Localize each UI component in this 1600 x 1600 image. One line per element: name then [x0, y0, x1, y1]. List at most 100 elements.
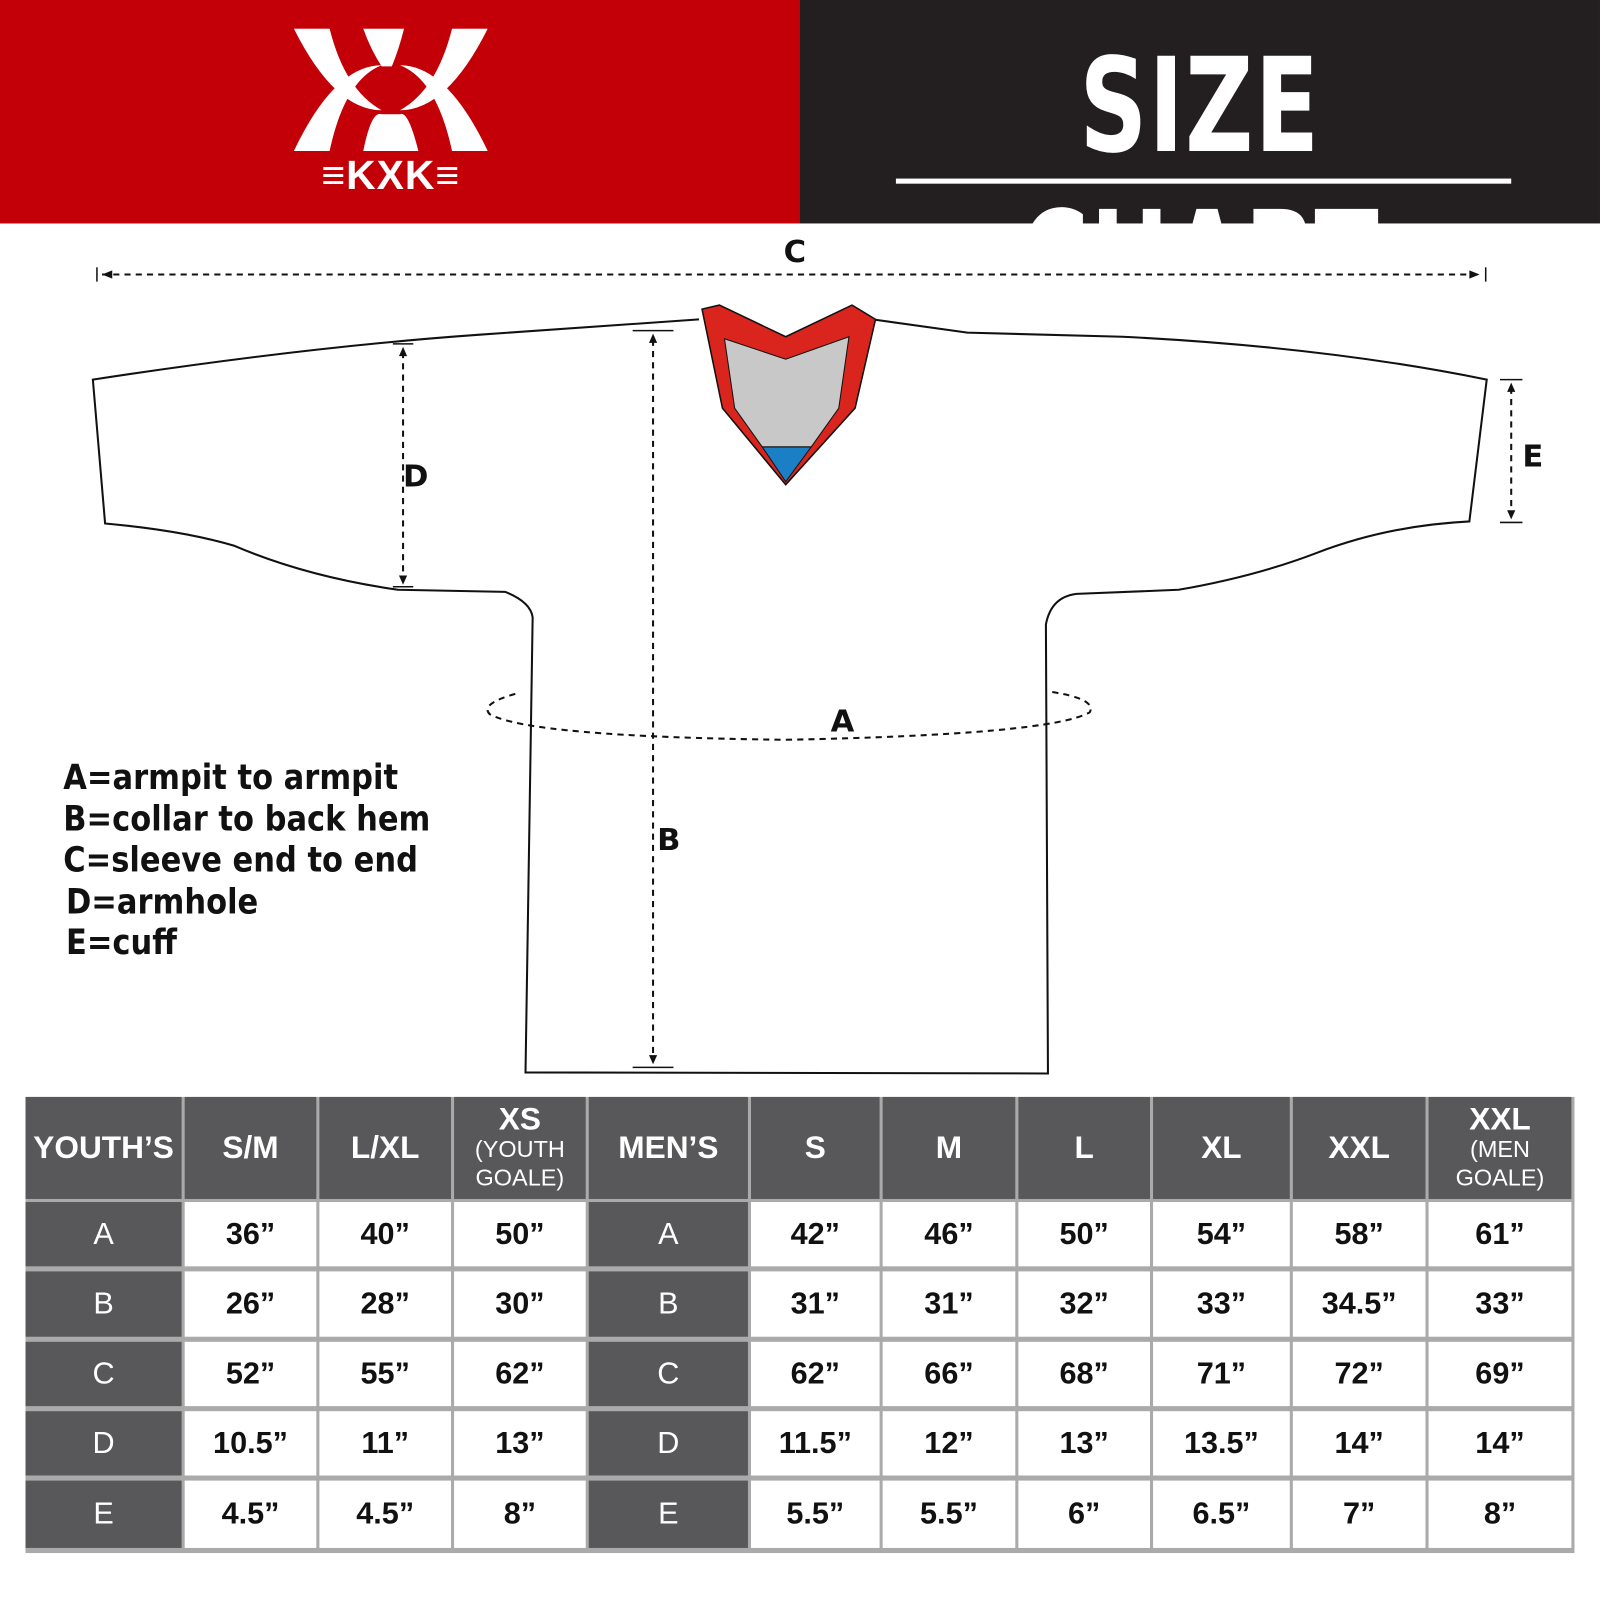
table-cell: 30”: [454, 1271, 586, 1337]
table-cell: 14”: [1428, 1411, 1572, 1476]
row-label: C: [588, 1341, 748, 1407]
table-cell: 13.5”: [1153, 1411, 1290, 1476]
table-cell: 32”: [1018, 1271, 1150, 1337]
column-header: XXL: [1292, 1096, 1426, 1199]
table-cell: 62”: [454, 1341, 586, 1407]
row-label: D: [25, 1411, 182, 1476]
dimension-e-label: E: [1522, 438, 1544, 475]
table-cell: 13”: [454, 1411, 586, 1476]
table-cell: 34.5”: [1292, 1271, 1426, 1337]
table-cell: 13”: [1018, 1411, 1150, 1476]
column-header: MEN’S: [588, 1096, 748, 1199]
table-cell: 33”: [1153, 1271, 1290, 1337]
dimension-b-label: B: [657, 822, 681, 859]
table-cell: 28”: [319, 1271, 452, 1337]
table-cell: 31”: [751, 1271, 880, 1337]
table-cell: 4.5”: [319, 1480, 452, 1548]
dimension-c-label: C: [783, 234, 807, 271]
table-cell: 40”: [319, 1202, 452, 1267]
table-cell: 50”: [1018, 1202, 1150, 1267]
table-cell: 12”: [882, 1411, 1016, 1476]
table-cell: 62”: [751, 1341, 880, 1407]
table-cell: 26”: [184, 1271, 317, 1337]
table-cell: 72”: [1292, 1341, 1426, 1407]
table-cell: 10.5”: [184, 1411, 317, 1476]
table-cell: 4.5”: [184, 1480, 317, 1548]
dimension-d-label: D: [403, 459, 429, 495]
dimension-a-ellipse: [486, 690, 1092, 741]
column-header: YOUTH’S: [25, 1096, 182, 1199]
table-cell: 6”: [1018, 1480, 1150, 1548]
table-cell: 55”: [319, 1341, 452, 1407]
table-cell: 11.5”: [751, 1411, 880, 1476]
table-cell: 36”: [184, 1202, 317, 1267]
collar-icon: [701, 304, 877, 486]
table-cell: 42”: [751, 1202, 880, 1267]
column-header-label: YOUTH’S: [33, 1129, 174, 1166]
row-label: C: [25, 1341, 182, 1407]
table-cell: 52”: [184, 1341, 317, 1407]
column-header: L: [1018, 1096, 1150, 1199]
column-header: XXL (MEN GOALE): [1428, 1096, 1572, 1199]
table-cell: 8”: [454, 1480, 586, 1548]
table-cell: 7”: [1292, 1480, 1426, 1548]
column-header-label: S/M: [222, 1129, 279, 1166]
legend-item: A=armpit to armpit: [63, 757, 399, 798]
table-cell: 46”: [882, 1202, 1016, 1267]
column-header: XL: [1153, 1096, 1290, 1199]
table-cell: 71”: [1153, 1341, 1290, 1407]
row-label: D: [588, 1411, 748, 1476]
table-cell: 14”: [1292, 1411, 1426, 1476]
page-title: SIZE CHART: [1019, 30, 1381, 336]
table-cell: 69”: [1428, 1341, 1572, 1407]
table-cell: 61”: [1428, 1202, 1572, 1267]
title-banner: [799, 0, 1600, 224]
row-label: B: [25, 1271, 182, 1337]
column-header: XS (YOUTH GOALE): [454, 1096, 586, 1199]
column-header-label: M: [935, 1129, 963, 1166]
column-header-label: L: [1074, 1129, 1094, 1166]
measurement-legend: A=armpit to armpit B=collar to back hem …: [63, 757, 430, 964]
table-cell: 33”: [1428, 1271, 1572, 1337]
row-label: A: [25, 1202, 182, 1267]
table-cell: 66”: [882, 1341, 1016, 1407]
table-cell: 11”: [319, 1411, 452, 1476]
column-header-label: MEN’S: [618, 1129, 719, 1166]
row-label: E: [25, 1480, 182, 1548]
table-cell: 58”: [1292, 1202, 1426, 1267]
size-table: YOUTH’S S/M L/XL XS (YOUTH GOALE) MEN’S S M L XL X…: [25, 1096, 1575, 1554]
table-cell: 5.5”: [751, 1480, 880, 1548]
column-header-label: XXL: [1328, 1129, 1390, 1166]
column-header-label: S: [804, 1129, 826, 1166]
legend-item: C=sleeve end to end: [63, 839, 418, 881]
row-label: A: [588, 1202, 748, 1267]
dimension-a-label: A: [830, 704, 855, 740]
legend-item: E=cuff: [65, 922, 177, 964]
column-header-label: XXL: [1469, 1101, 1531, 1137]
legend-item: B=collar to back hem: [63, 798, 431, 840]
legend-item: D=armhole: [65, 881, 259, 922]
jersey-diagram: [91, 267, 1523, 1075]
title-underline: [895, 178, 1512, 184]
column-header-label: XS: [498, 1101, 541, 1137]
table-cell: 68”: [1018, 1341, 1150, 1407]
table-cell: 5.5”: [882, 1480, 1016, 1548]
column-header-sublabel: (MEN GOALE): [1455, 1135, 1545, 1191]
column-header: L/XL: [319, 1096, 452, 1199]
row-label: B: [588, 1271, 748, 1337]
table-cell: 54”: [1153, 1202, 1290, 1267]
logo-banner: ≡KXK≡: [0, 0, 800, 224]
table-cell: 8”: [1428, 1480, 1572, 1548]
column-header: M: [882, 1096, 1016, 1199]
logo-wordmark: ≡KXK≡: [321, 153, 461, 198]
table-cell: 6.5”: [1153, 1480, 1290, 1548]
table-cell: 31”: [882, 1271, 1016, 1337]
column-header-label: L/XL: [350, 1129, 420, 1166]
column-header-label: XL: [1201, 1129, 1242, 1166]
column-header-sublabel: (YOUTH GOALE): [474, 1135, 565, 1191]
row-label: E: [588, 1480, 748, 1548]
column-header: S: [751, 1096, 880, 1199]
jersey-outline: [91, 318, 1488, 1075]
table-cell: 50”: [454, 1202, 586, 1267]
